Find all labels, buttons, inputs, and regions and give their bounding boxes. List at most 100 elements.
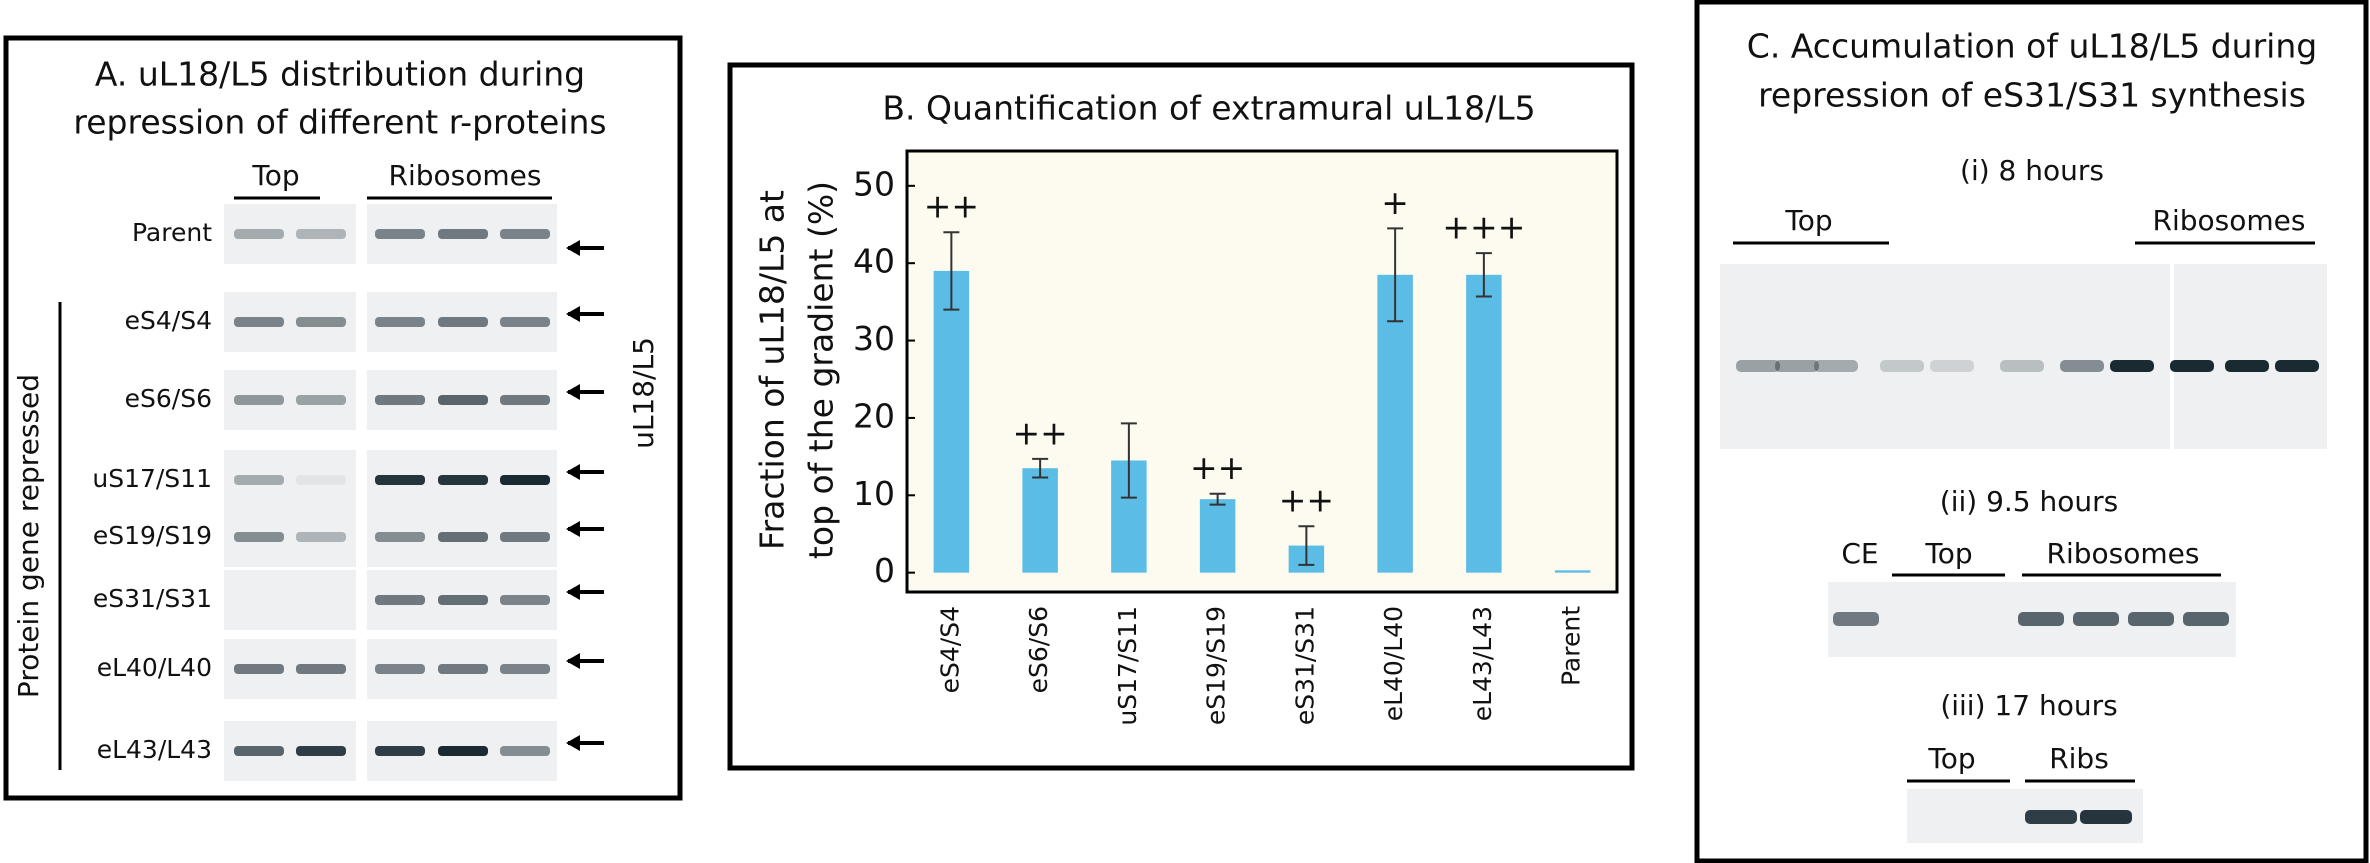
band bbox=[234, 229, 284, 239]
band bbox=[500, 746, 550, 756]
row-label: eS19/S19 bbox=[93, 521, 212, 550]
column-header: Ribosomes bbox=[2047, 537, 2200, 570]
band bbox=[500, 475, 550, 485]
band bbox=[234, 746, 284, 756]
column-header: Ribosomes bbox=[2153, 204, 2306, 237]
x-tick-label: eS4/S4 bbox=[935, 606, 964, 693]
significance-label: +++ bbox=[1442, 208, 1525, 247]
y-axis-label: Fraction of uL18/L5 at bbox=[753, 190, 792, 550]
panel-b-frame bbox=[727, 62, 1635, 771]
band bbox=[2073, 612, 2119, 626]
band bbox=[375, 395, 425, 405]
band bbox=[500, 595, 550, 605]
significance-label: ++ bbox=[1190, 448, 1245, 487]
arrow-head bbox=[566, 306, 580, 322]
column-header: Ribs bbox=[2049, 742, 2109, 775]
panel-c-title: repression of eS31/S31 synthesis bbox=[1758, 76, 2306, 115]
arrow-head bbox=[566, 653, 580, 669]
arrow-head bbox=[566, 735, 580, 751]
side-label: Protein gene repressed bbox=[12, 374, 45, 698]
band bbox=[2060, 360, 2104, 372]
column-header: CE bbox=[1841, 537, 1878, 570]
band bbox=[296, 317, 346, 327]
band bbox=[1814, 360, 1858, 372]
band bbox=[500, 664, 550, 674]
y-axis-label: top of the gradient (%) bbox=[802, 181, 841, 559]
band bbox=[375, 317, 425, 327]
band bbox=[234, 317, 284, 327]
y-tick-label: 20 bbox=[853, 396, 895, 435]
row-label: uS17/S11 bbox=[92, 464, 212, 493]
significance-label: ++ bbox=[1012, 413, 1067, 452]
y-tick-label: 40 bbox=[853, 242, 895, 281]
band bbox=[234, 664, 284, 674]
bar bbox=[933, 270, 970, 573]
band bbox=[438, 532, 488, 542]
x-tick-label: eL40/L40 bbox=[1379, 606, 1408, 721]
band bbox=[438, 395, 488, 405]
band bbox=[2225, 360, 2269, 372]
band bbox=[2018, 612, 2064, 626]
arrow-head bbox=[566, 521, 580, 537]
band bbox=[438, 475, 488, 485]
bar bbox=[1199, 499, 1236, 573]
x-tick-label: eS31/S31 bbox=[1290, 606, 1319, 725]
arrow-head bbox=[566, 464, 580, 480]
x-tick-label: eS19/S19 bbox=[1202, 606, 1231, 725]
band bbox=[500, 395, 550, 405]
band bbox=[500, 317, 550, 327]
blot bbox=[224, 204, 356, 264]
bar bbox=[1466, 274, 1502, 573]
band bbox=[375, 746, 425, 756]
row-label: eS4/S4 bbox=[125, 306, 212, 335]
blot-group bbox=[1720, 264, 2327, 843]
x-tick-label: eS6/S6 bbox=[1024, 606, 1053, 693]
band bbox=[296, 395, 346, 405]
band bbox=[375, 532, 425, 542]
band bbox=[2000, 360, 2044, 372]
panel-a-title: A. uL18/L5 distribution during bbox=[95, 55, 585, 94]
blot bbox=[224, 450, 356, 510]
band bbox=[375, 229, 425, 239]
band bbox=[2170, 360, 2214, 372]
blot bbox=[224, 370, 356, 430]
section-label: (i) 8 hours bbox=[1960, 154, 2104, 187]
y-tick-label: 30 bbox=[853, 319, 895, 358]
band bbox=[1930, 360, 1974, 372]
significance-label: ++ bbox=[1279, 481, 1334, 520]
panel-c-title: C. Accumulation of uL18/L5 during bbox=[1747, 27, 2317, 66]
band bbox=[438, 746, 488, 756]
column-header: Ribosomes bbox=[389, 159, 542, 192]
band bbox=[2275, 360, 2319, 372]
band bbox=[500, 229, 550, 239]
column-header: Top bbox=[251, 159, 299, 192]
arrow-head bbox=[566, 384, 580, 400]
y-tick-label: 0 bbox=[874, 551, 895, 590]
band bbox=[438, 664, 488, 674]
band bbox=[2080, 810, 2132, 824]
row-label: eS6/S6 bbox=[125, 384, 212, 413]
band bbox=[296, 746, 346, 756]
row-label: Parent bbox=[132, 218, 212, 247]
band bbox=[375, 475, 425, 485]
panel-c-frame bbox=[1694, 0, 2369, 863]
column-header: Top bbox=[1927, 742, 1975, 775]
band bbox=[1833, 612, 1879, 626]
column-header: Top bbox=[1784, 204, 1832, 237]
band bbox=[234, 475, 284, 485]
significance-label: + bbox=[1381, 183, 1409, 222]
chart-title: B. Quantification of extramural uL18/L5 bbox=[882, 89, 1535, 128]
x-tick-label: Parent bbox=[1557, 606, 1586, 686]
band bbox=[2025, 810, 2077, 824]
band bbox=[1775, 360, 1819, 372]
row-label: eS31/S31 bbox=[93, 584, 212, 613]
target-label: uL18/L5 bbox=[627, 337, 660, 449]
band bbox=[296, 664, 346, 674]
arrow-head bbox=[566, 584, 580, 600]
band bbox=[234, 395, 284, 405]
section-label: (ii) 9.5 hours bbox=[1940, 485, 2118, 518]
arrow-head bbox=[566, 240, 580, 256]
y-tick-label: 50 bbox=[853, 164, 895, 203]
band bbox=[1736, 360, 1780, 372]
